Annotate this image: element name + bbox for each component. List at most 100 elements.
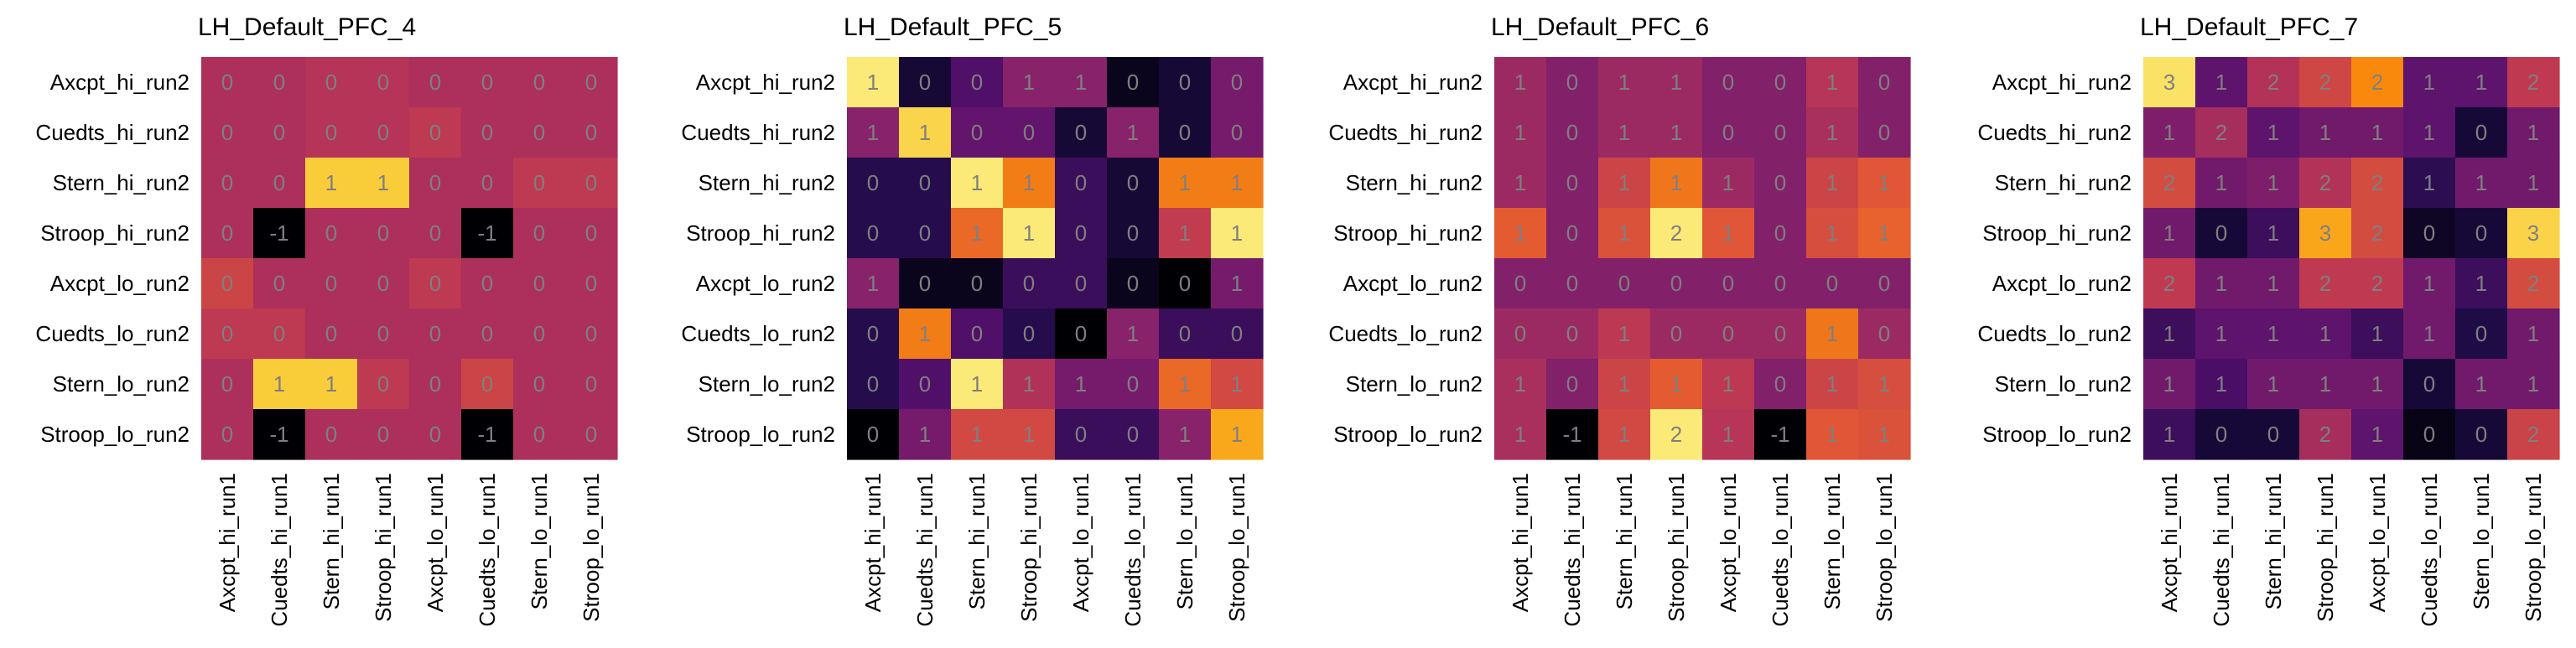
cell-value-label: 1 [1826,422,1838,447]
cell-value-label: 0 [481,170,493,195]
heatmap-cell [2143,208,2196,259]
heatmap-cell [253,258,306,309]
cell-value-label: 0 [1774,321,1786,346]
col-tick-label: Cuedts_lo_run1 [475,473,500,627]
heatmap-cell [1650,409,1703,460]
cell-value-label: 1 [867,120,879,145]
cell-value-label: 2 [2371,271,2383,296]
cell-value-label: 0 [481,70,493,95]
heatmap-cell [1806,107,1859,158]
cell-value-label: 1 [1514,422,1526,447]
cell-value-label: 0 [2475,120,2487,145]
heatmap-cell [899,359,952,410]
cell-value-label: 1 [1023,170,1035,195]
cell-value-label: 0 [273,70,285,95]
heatmap-cell [1546,359,1599,410]
cell-value-label: 0 [325,271,337,296]
heatmap-cell [2455,208,2508,259]
heatmap-cell [2455,158,2508,209]
cell-value-label: 0 [1179,321,1191,346]
cell-value-label: 0 [971,120,983,145]
heatmap-cell [1494,409,1547,460]
cell-value-label: 0 [971,321,983,346]
cell-value-label: 1 [2215,271,2227,296]
heatmap-cell [305,308,358,360]
cell-value-label: 1 [2527,120,2539,145]
heatmap-cell [2247,409,2300,460]
cell-value-label: 0 [377,220,389,246]
heatmap-cell [461,359,514,410]
heatmap-cell [951,57,1004,108]
row-tick-label: Stroop_hi_run2 [1333,220,1483,246]
heatmap-cell [2143,409,2196,460]
heatmap-cell [1003,158,1056,209]
cell-value-label: 1 [325,371,337,397]
cell-value-label: 0 [1566,220,1578,246]
cell-value-label: 0 [377,271,389,296]
cell-value-label: 0 [429,371,441,397]
heatmap-cell [357,208,410,259]
heatmap-cell [1546,409,1599,460]
col-tick-label: Axcpt_hi_run1 [215,473,240,612]
heatmap-cell [2403,409,2456,460]
heatmap-cell [2247,208,2300,259]
heatmap-cell [1650,308,1703,360]
cell-value-label: 0 [533,371,545,397]
heatmap-cell [1546,57,1599,108]
heatmap-cell [253,308,306,360]
heatmap-cell [513,208,566,259]
cell-value-label: 1 [1878,371,1890,397]
cell-value-label: 0 [1075,422,1087,447]
col-tick-label: Axcpt_lo_run1 [423,473,448,612]
heatmap-cell [951,409,1004,460]
row-tick-label: Stern_hi_run2 [1346,170,1483,195]
cell-value-label: 0 [377,70,389,95]
cell-value-label: 0 [919,271,931,296]
heatmap-cell [2299,158,2352,209]
heatmap-cell [1159,158,1212,209]
heatmap-cell [461,158,514,209]
cell-value-label: 1 [1231,371,1243,397]
cell-value-label: 0 [1774,220,1786,246]
heatmap-cell [1159,107,1212,158]
heatmap-cell [1598,208,1651,259]
heatmap-cell [847,107,900,158]
cell-value-label: 0 [867,321,879,346]
heatmap-cell [201,409,254,460]
cell-value-label: 0 [273,321,285,346]
cell-value-label: 0 [221,220,233,246]
heatmap-cell [513,107,566,158]
col-tick-label: Axcpt_hi_run1 [860,473,886,612]
heatmap-cell [951,258,1004,309]
cell-value-label: 0 [867,170,879,195]
cell-value-label: 1 [919,120,931,145]
heatmap-cell [201,107,254,158]
cell-value-label: 0 [429,120,441,145]
cell-value-label: 0 [1878,321,1890,346]
heatmap-cell [847,308,900,360]
row-tick-label: Stroop_lo_run2 [686,422,835,447]
cell-value-label: 0 [585,220,597,246]
col-tick-label: Cuedts_lo_run1 [1768,473,1793,627]
cell-value-label: 0 [1231,70,1243,95]
heatmap-cell [1754,57,1807,108]
cell-value-label: 0 [481,120,493,145]
cell-value-label: 0 [1231,321,1243,346]
heatmap-cell [1494,258,1547,309]
row-tick-label: Axcpt_lo_run2 [696,271,835,296]
cell-value-label: 0 [2215,220,2227,246]
heatmap-cell [899,258,952,309]
col-tick-label: Cuedts_lo_run1 [1120,473,1145,627]
heatmap-cell [2455,409,2508,460]
col-tick-label: Stern_lo_run1 [1172,473,1197,609]
heatmap-cell [2195,158,2248,209]
heatmap-cell [1858,258,1911,309]
heatmap-cell [1858,107,1911,158]
cell-value-label: 1 [1179,371,1191,397]
cell-value-label: 0 [221,271,233,296]
heatmap-cell [409,158,462,209]
cell-value-label: 1 [2423,70,2435,95]
col-tick-label: Axcpt_hi_run1 [1508,473,1533,612]
col-tick-label: Stroop_lo_run1 [1872,473,1897,622]
cell-value-label: 2 [2527,271,2539,296]
